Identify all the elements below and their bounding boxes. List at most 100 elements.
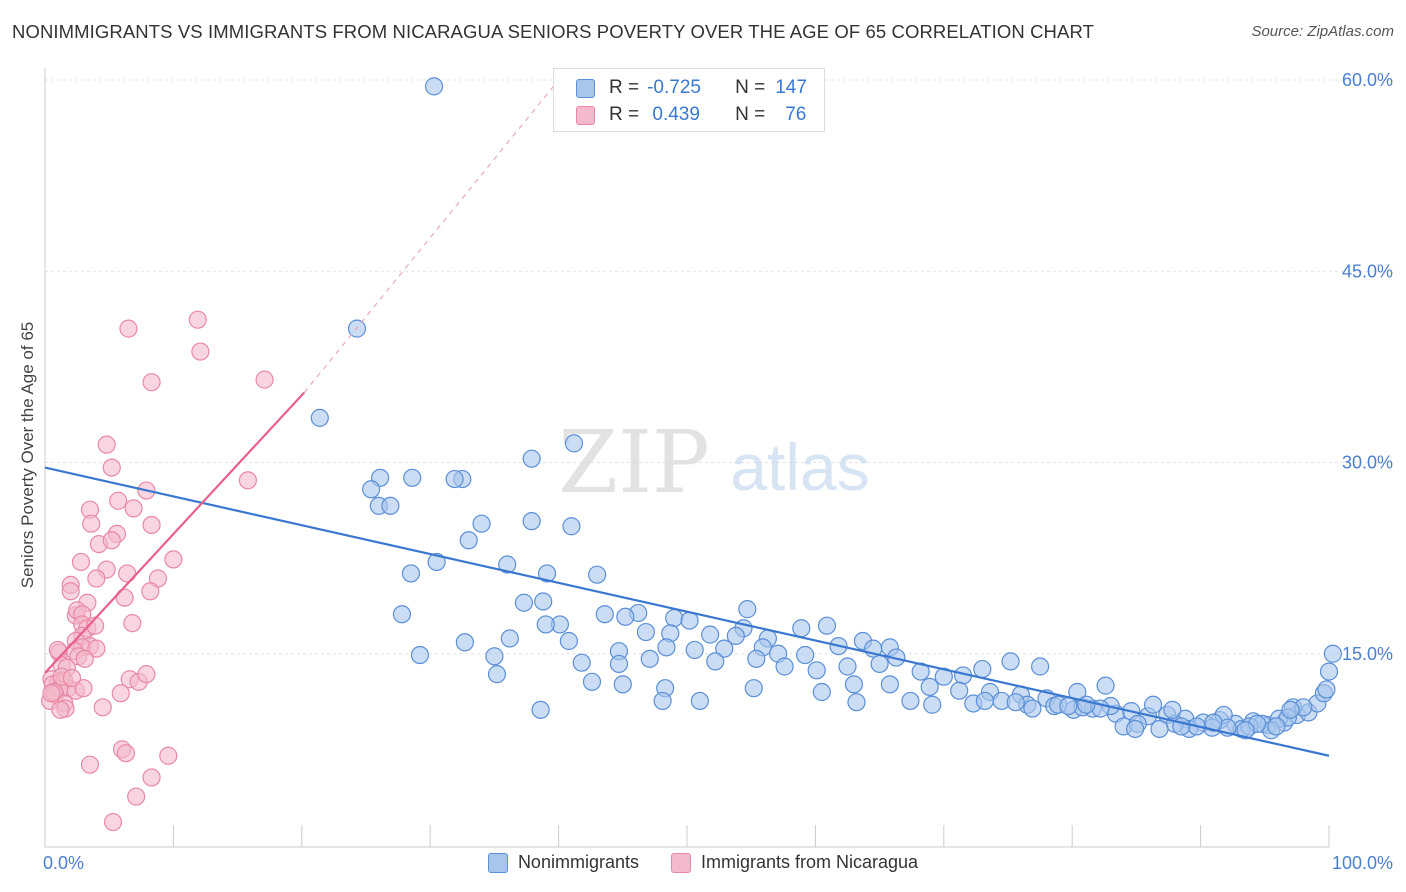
point-nonimmigrants	[744, 679, 763, 698]
point-nonimmigrants	[640, 649, 659, 668]
point-nonimmigrants	[923, 695, 942, 714]
point-nonimmigrants	[487, 665, 507, 684]
point-nonimmigrants	[747, 649, 766, 668]
point-nonimmigrants	[498, 555, 517, 574]
legend-label-immigrants: Immigrants from Nicaragua	[700, 852, 919, 872]
y-tick-label: 45.0%	[1342, 261, 1393, 281]
point-nonimmigrants	[950, 681, 969, 700]
point-immigrants	[75, 649, 94, 668]
stats-r-label: R =	[609, 77, 640, 98]
point-nonimmigrants	[401, 564, 421, 583]
point-nonimmigrants	[522, 512, 541, 531]
point-nonimmigrants	[775, 657, 794, 676]
point-nonimmigrants	[920, 677, 939, 697]
point-immigrants	[74, 679, 93, 698]
point-nonimmigrants	[1317, 680, 1336, 699]
point-nonimmigrants	[665, 608, 684, 628]
point-nonimmigrants	[572, 653, 591, 672]
point-immigrants	[123, 614, 142, 633]
point-nonimmigrants	[975, 691, 994, 711]
point-nonimmigrants	[562, 517, 581, 536]
point-immigrants	[142, 373, 161, 392]
point-nonimmigrants	[901, 691, 920, 711]
point-immigrants	[116, 744, 135, 763]
point-immigrants	[124, 499, 143, 518]
point-immigrants	[102, 531, 121, 550]
point-nonimmigrants	[706, 652, 725, 671]
point-nonimmigrants	[1323, 644, 1342, 663]
point-nonimmigrants	[738, 600, 757, 619]
point-immigrants	[71, 552, 91, 572]
point-immigrants	[62, 668, 82, 688]
point-nonimmigrants	[870, 654, 889, 674]
point-nonimmigrants	[537, 564, 557, 583]
stats-n-value: 147	[775, 77, 807, 98]
point-nonimmigrants	[812, 682, 831, 702]
point-nonimmigrants	[588, 565, 607, 584]
point-nonimmigrants	[838, 657, 857, 676]
trend-line-nonimmigrants	[44, 466, 1330, 757]
point-immigrants	[127, 787, 146, 806]
stats-r-value: -0.725	[647, 77, 701, 98]
point-immigrants	[118, 564, 137, 583]
point-nonimmigrants	[685, 640, 704, 660]
watermark-zip: ZIP	[558, 413, 710, 513]
y-tick-label: 60.0%	[1342, 70, 1393, 90]
point-nonimmigrants	[1030, 657, 1050, 676]
stats-swatch-immigrants	[576, 105, 595, 125]
point-immigrants	[80, 755, 100, 774]
point-nonimmigrants	[485, 647, 504, 666]
point-nonimmigrants	[1143, 695, 1163, 714]
point-immigrants	[51, 700, 70, 719]
point-immigrants	[119, 319, 138, 338]
point-nonimmigrants	[536, 615, 555, 634]
legend-item-nonimmigrants[interactable]: Nonimmigrants	[487, 852, 639, 873]
stats-row-nonimmigrants: R = -0.725 N = 147	[576, 75, 807, 101]
point-immigrants	[103, 812, 123, 832]
point-nonimmigrants	[653, 691, 672, 711]
point-nonimmigrants	[1281, 700, 1300, 719]
point-nonimmigrants	[1150, 719, 1169, 739]
legend-item-immigrants[interactable]: Immigrants from Nicaragua	[670, 852, 919, 873]
point-nonimmigrants	[1319, 662, 1339, 681]
point-nonimmigrants	[792, 619, 811, 638]
point-nonimmigrants	[847, 693, 866, 712]
point-nonimmigrants	[410, 645, 430, 665]
point-immigrants	[111, 684, 130, 703]
legend: Nonimmigrants Immigrants from Nicaragua	[0, 852, 1406, 873]
legend-label-nonimmigrants: Nonimmigrants	[517, 852, 639, 872]
point-nonimmigrants	[403, 468, 422, 487]
point-nonimmigrants	[534, 592, 553, 611]
point-nonimmigrants	[424, 77, 444, 96]
point-nonimmigrants	[500, 629, 519, 648]
x-tick-label: 100.0%	[1332, 853, 1393, 873]
point-nonimmigrants	[1023, 699, 1042, 718]
point-immigrants	[82, 514, 101, 533]
point-nonimmigrants	[1236, 721, 1255, 740]
point-immigrants	[142, 515, 161, 535]
point-nonimmigrants	[1267, 717, 1286, 736]
point-nonimmigrants	[616, 607, 635, 626]
point-nonimmigrants	[657, 638, 676, 657]
point-nonimmigrants	[1096, 676, 1115, 695]
point-nonimmigrants	[613, 675, 632, 694]
point-immigrants	[61, 582, 80, 601]
point-nonimmigrants	[564, 434, 584, 453]
stats-n-label: N =	[735, 77, 766, 98]
point-immigrants	[159, 746, 178, 765]
point-immigrants	[115, 588, 134, 607]
point-nonimmigrants	[472, 514, 491, 533]
stats-row-immigrants: R = 0.439 N = 76	[576, 102, 806, 128]
trend-extension-immigrants	[303, 79, 560, 393]
point-nonimmigrants	[796, 645, 815, 665]
point-nonimmigrants	[844, 675, 864, 694]
point-nonimmigrants	[1006, 693, 1025, 712]
legend-swatch-nonimmigrants	[487, 852, 508, 873]
point-nonimmigrants	[531, 700, 550, 719]
point-immigrants	[48, 640, 67, 660]
stats-n-value: 76	[785, 104, 807, 125]
point-immigrants	[87, 639, 106, 658]
point-nonimmigrants	[1077, 695, 1096, 714]
point-nonimmigrants	[381, 496, 400, 515]
